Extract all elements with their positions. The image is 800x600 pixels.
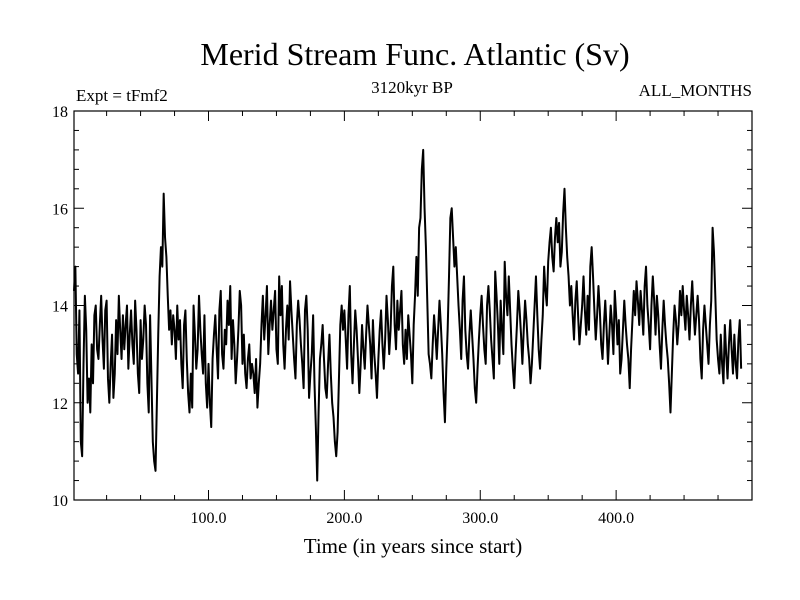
y-tick-label: 10 (52, 493, 68, 510)
y-tick-label: 12 (52, 396, 68, 413)
experiment-label: Expt = tFmf2 (76, 86, 168, 105)
x-axis: 100.0 200.0 300.0 400.0 (106, 111, 719, 527)
x-tick-label: 200.0 (326, 510, 362, 527)
season-label: ALL_MONTHS (639, 81, 752, 100)
data-series-line (73, 148, 743, 482)
chart-title: Merid Stream Func. Atlantic (Sv) (200, 36, 629, 72)
y-tick-label: 18 (52, 104, 68, 121)
period-label: 3120kyr BP (371, 78, 453, 97)
x-tick-label: 100.0 (191, 510, 227, 527)
y-tick-label: 14 (52, 299, 68, 316)
x-tick-label: 400.0 (598, 510, 634, 527)
x-axis-title: Time (in years since start) (304, 534, 523, 558)
plot-frame (73, 110, 753, 501)
x-tick-label: 300.0 (462, 510, 498, 527)
y-axis: 10 12 14 16 18 (52, 104, 752, 510)
y-tick-label: 16 (52, 201, 68, 218)
